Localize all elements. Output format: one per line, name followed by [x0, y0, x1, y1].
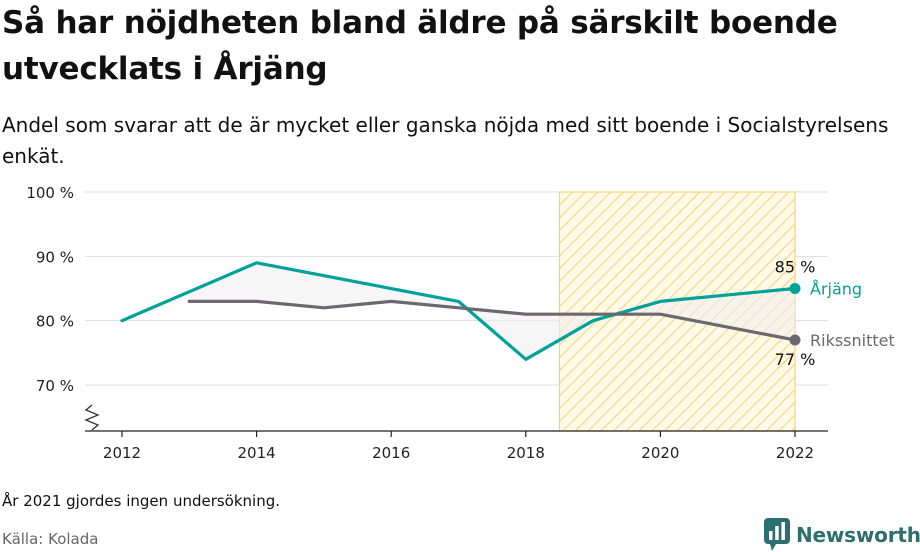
axis-break-icon [84, 404, 100, 431]
newsworthy-logo-icon [764, 518, 790, 551]
x-tick-label: 2020 [641, 444, 679, 462]
x-tick-label: 2014 [238, 444, 276, 462]
brand-name: Newsworthy [796, 523, 920, 547]
series-line [187, 299, 797, 342]
y-tick-label: 70 % [36, 377, 74, 395]
chart-subtitle: Andel som svarar att de är mycket eller … [2, 113, 889, 168]
chart-title: Så har nöjdheten bland äldre på särskilt… [2, 5, 838, 87]
brand-logo: Newsworthy [764, 518, 920, 552]
y-tick-label: 80 % [36, 313, 74, 331]
series-end-point [789, 283, 801, 294]
source-text: Källa: Kolada [2, 530, 99, 548]
footnote: År 2021 gjordes ingen undersökning. [2, 492, 281, 510]
series-value-label: 77 % [775, 350, 816, 369]
x-tick-label: 2022 [776, 444, 814, 462]
series-line [120, 261, 797, 361]
x-tick-label: 2016 [372, 444, 410, 462]
series-name-label: Rikssnittet [810, 331, 895, 350]
x-tick-label: 2018 [507, 444, 545, 462]
series-name-label: Årjäng [810, 280, 862, 299]
y-tick-label: 90 % [36, 248, 74, 266]
x-tick-label: 2012 [103, 444, 141, 462]
line-chart: 70 % 80 % 90 % 100 % 2012 2014 2016 2018 2020 202… [26, 184, 895, 462]
y-tick-label: 100 % [26, 184, 74, 202]
series-end-point [789, 334, 801, 346]
series-value-label: 85 % [775, 258, 816, 277]
